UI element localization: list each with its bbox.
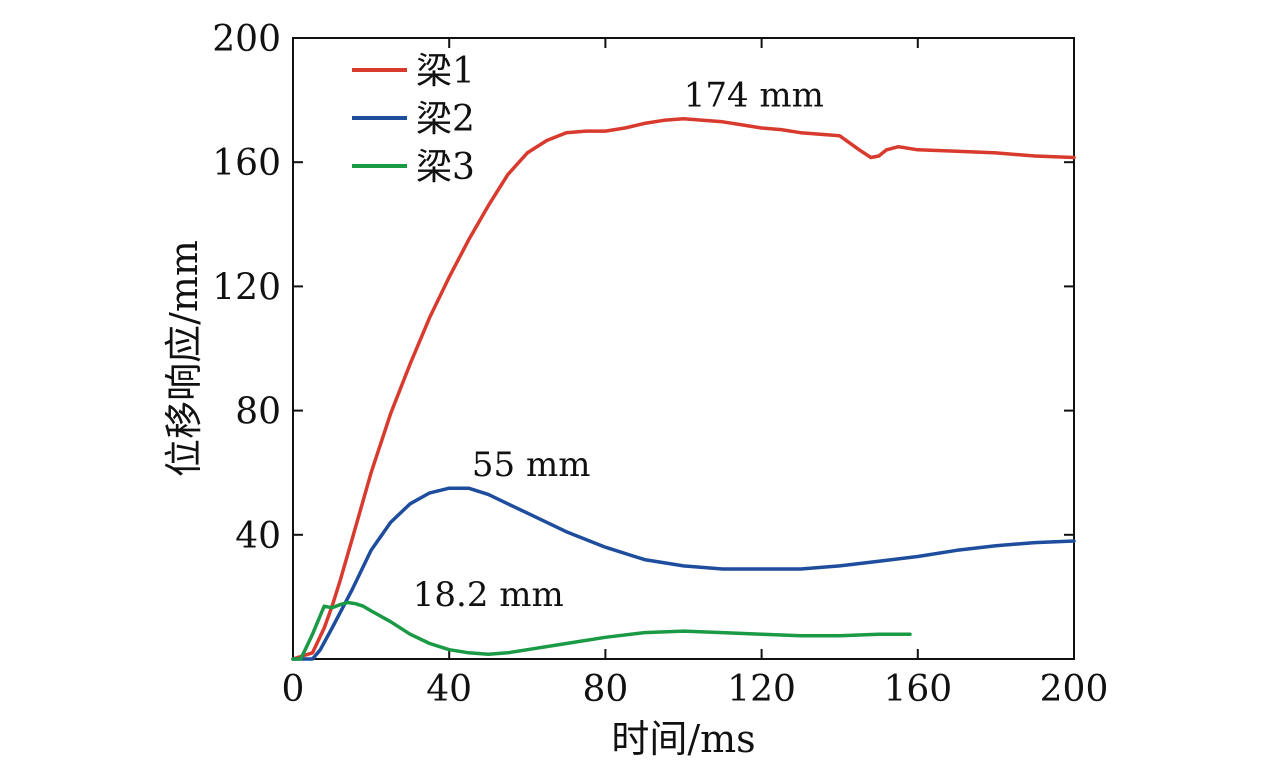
x-tick-label: 160	[883, 669, 952, 710]
x-tick-label: 40	[426, 669, 472, 710]
y-tick-label: 200	[212, 19, 281, 60]
x-tick-label: 80	[582, 669, 628, 710]
x-tick-label: 120	[727, 669, 796, 710]
legend-label-1: 梁1	[416, 51, 475, 92]
y-tick-label: 80	[235, 392, 281, 433]
peak-annotation-1: 174 mm	[684, 75, 824, 115]
peak-annotation-2: 55 mm	[472, 445, 591, 485]
y-tick-label: 160	[212, 143, 281, 184]
plot-frame	[292, 37, 1075, 660]
legend-label-3: 梁3	[416, 147, 475, 188]
y-tick-label: 120	[212, 267, 281, 308]
y-tick-label: 40	[235, 516, 281, 557]
x-tick-label: 0	[282, 669, 305, 710]
x-axis-title: 时间/ms	[611, 717, 755, 761]
y-axis-title: 位移响应/mm	[162, 240, 206, 477]
series-line-1	[291, 116, 1076, 661]
legend-label-2: 梁2	[416, 99, 475, 140]
series-line-3	[291, 600, 912, 661]
peak-annotation-3: 18.2 mm	[413, 575, 564, 615]
x-tick-label: 200	[1040, 669, 1109, 710]
